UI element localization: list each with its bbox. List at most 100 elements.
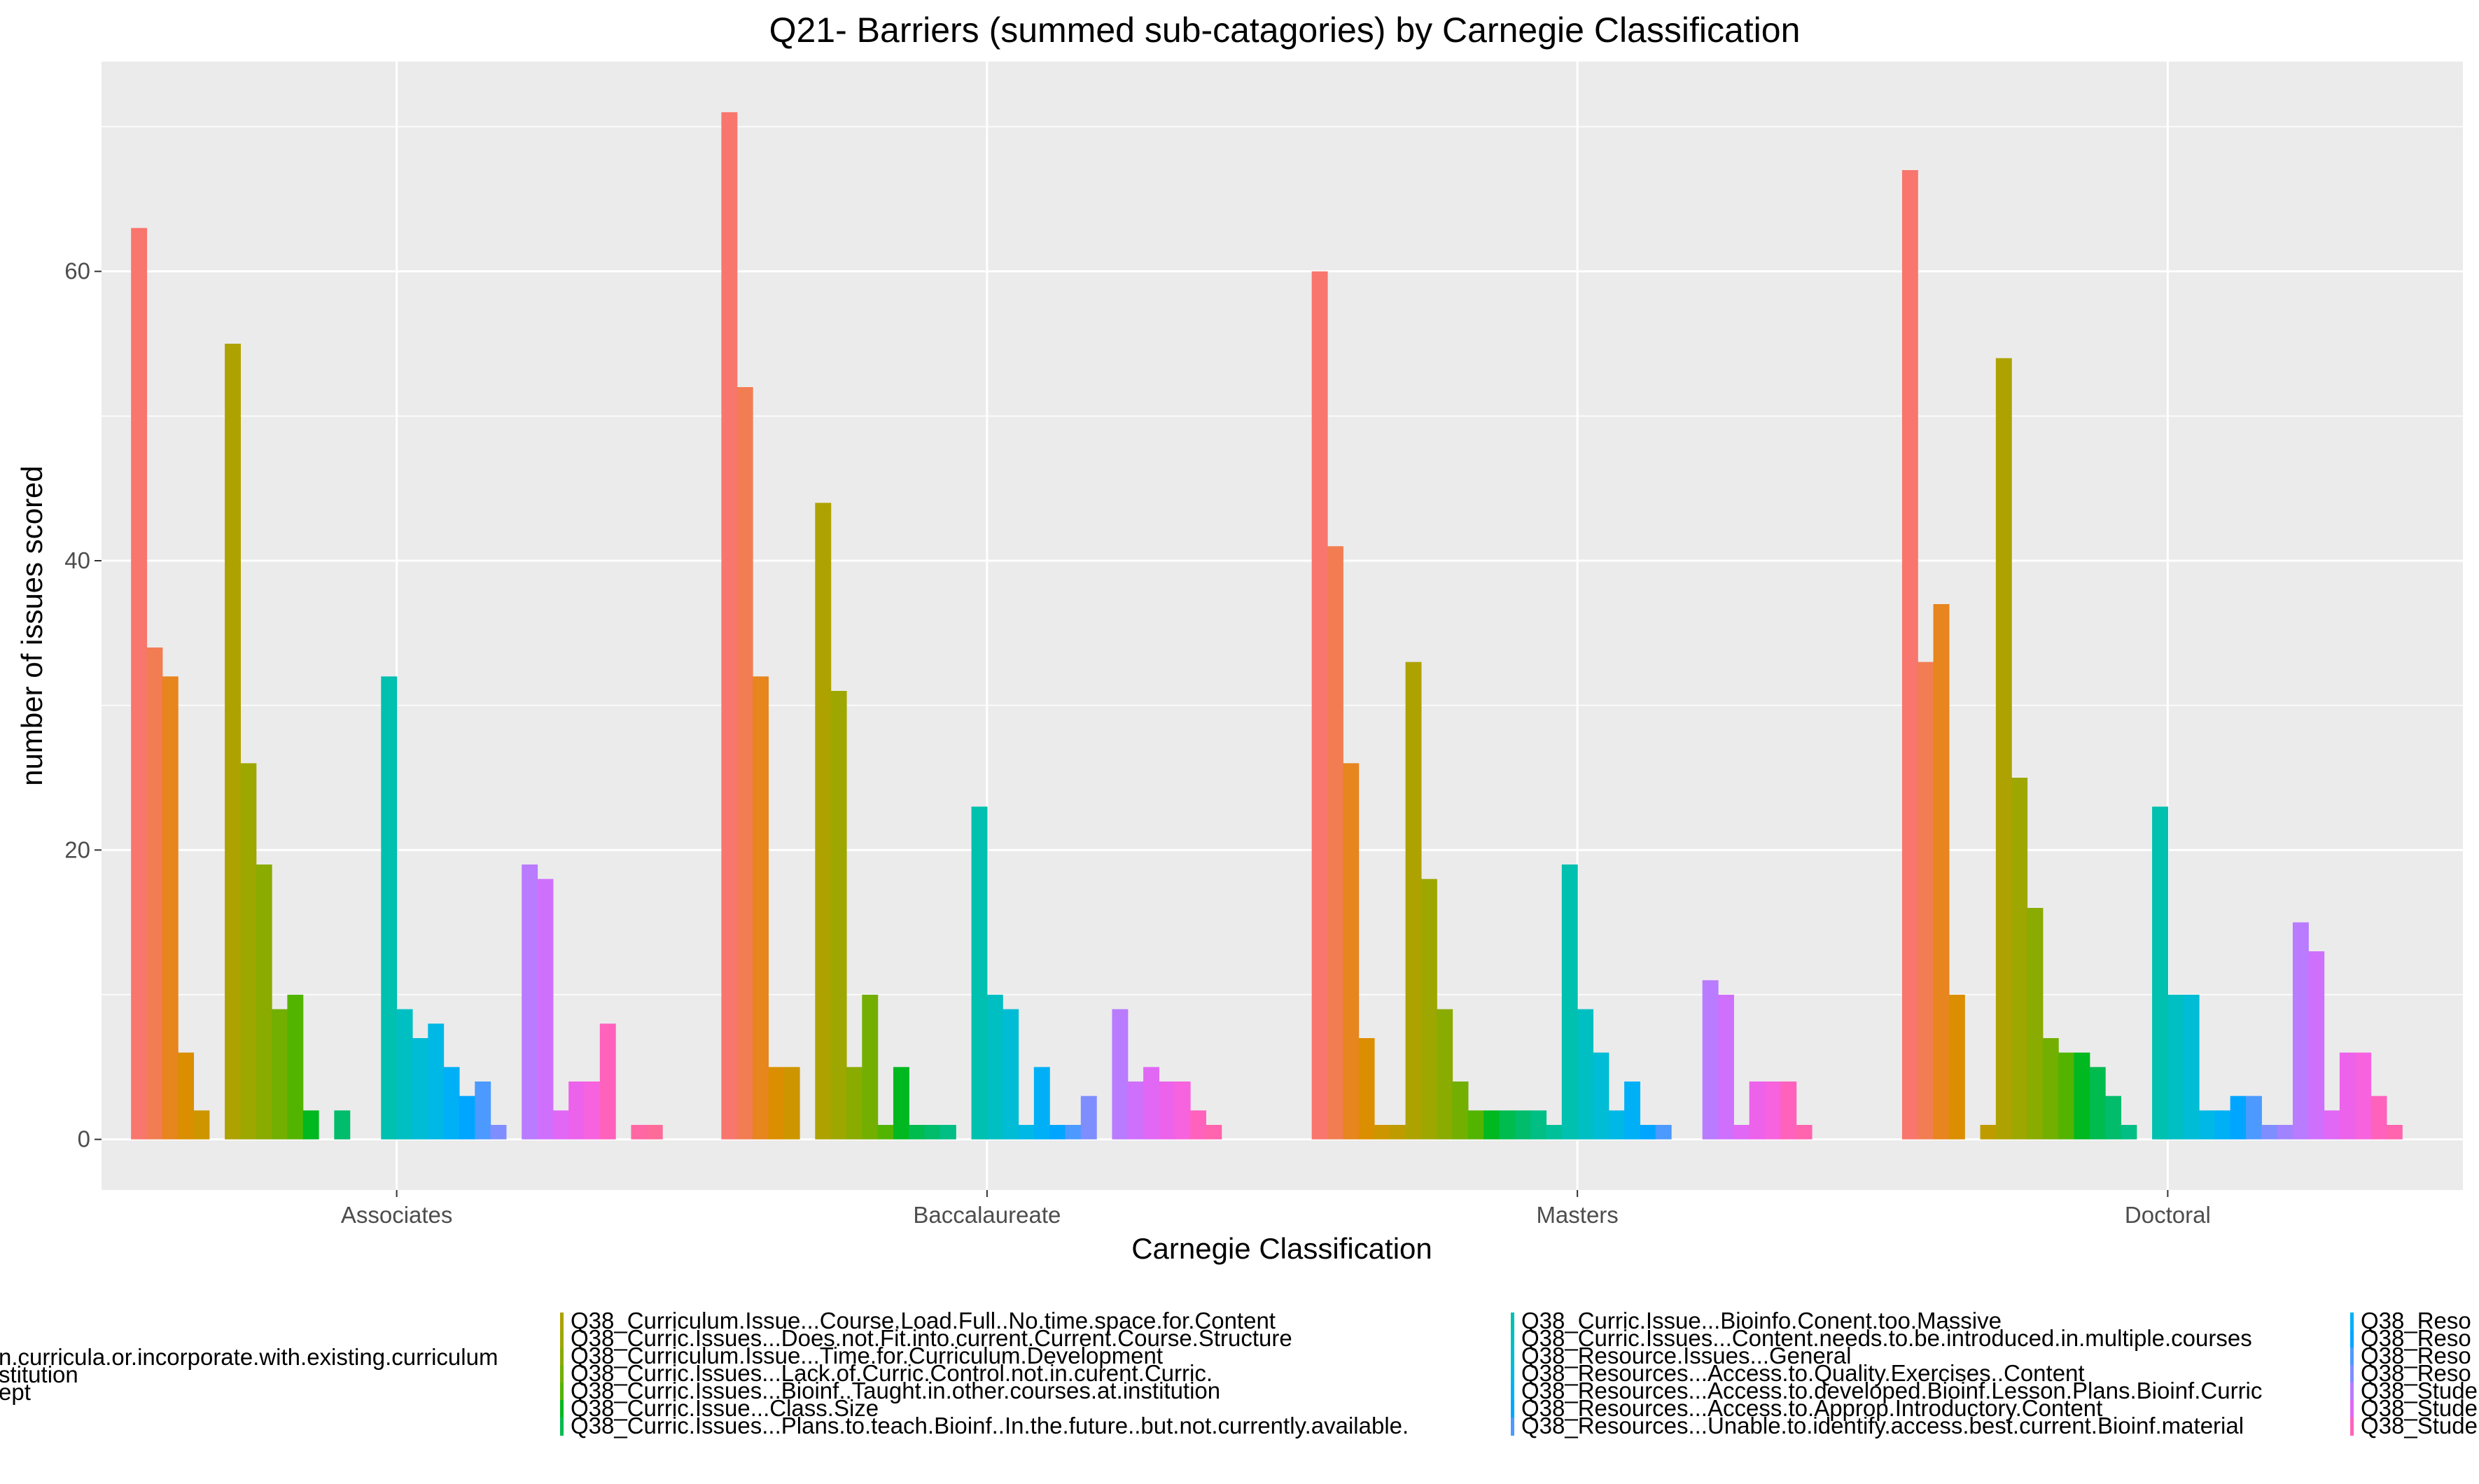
legend-key <box>560 1418 564 1436</box>
bar <box>1483 1110 1500 1140</box>
legend-key <box>560 1382 564 1401</box>
legend-label: Q38_Curric.Issue...Bioinfo.Conent.too.Ma… <box>1521 1308 2002 1334</box>
bar <box>396 1009 413 1140</box>
bar <box>2011 778 2028 1140</box>
bar <box>599 1023 616 1140</box>
bar <box>1901 170 1918 1140</box>
legend-label: ept <box>0 1379 31 1405</box>
plot-panel <box>102 62 2463 1190</box>
y-tick-label: 40 <box>64 547 90 573</box>
bar <box>783 1067 800 1140</box>
bar <box>1174 1082 1191 1140</box>
legend-label: Q38_Curriculum.Issue...Time.for.Curricul… <box>571 1343 1163 1368</box>
bar <box>1065 1125 1082 1140</box>
bar <box>302 1110 319 1140</box>
bar <box>893 1067 909 1140</box>
legend-key <box>1511 1382 1514 1401</box>
bar <box>381 676 398 1140</box>
bar <box>428 1023 445 1140</box>
bar <box>971 806 988 1140</box>
bar <box>225 344 242 1140</box>
legend-key <box>1511 1365 1514 1383</box>
legend-key <box>1511 1348 1514 1366</box>
bar <box>1190 1110 1206 1140</box>
bar <box>2261 1125 2278 1140</box>
bar <box>1608 1110 1625 1140</box>
bar <box>830 691 847 1140</box>
grid-minor <box>102 126 2463 995</box>
bar <box>1080 1096 1097 1140</box>
bar <box>1467 1110 1484 1140</box>
chart-title: Q21- Barriers (summed sub-catagories) by… <box>769 10 1801 50</box>
bar <box>2386 1125 2403 1140</box>
legend-key <box>560 1312 564 1331</box>
bar <box>1374 1125 1390 1140</box>
bar <box>412 1038 428 1140</box>
legend-key <box>2350 1382 2354 1401</box>
bar <box>940 1125 956 1140</box>
legend-label: Q38_Resources...Access.to.Approp.Introdu… <box>1521 1395 2102 1421</box>
legend-label: Q38_Curric.Issues...Lack.of.Curric.Contr… <box>571 1360 1213 1386</box>
bar <box>1343 763 1360 1140</box>
x-tick-label: Masters <box>1536 1202 1618 1228</box>
bar <box>1655 1125 1672 1140</box>
bar <box>2105 1096 2122 1140</box>
legend-label: Q38_Reso <box>2361 1325 2471 1351</box>
bar <box>2058 1052 2075 1140</box>
bar <box>522 864 538 1140</box>
bar <box>162 676 179 1140</box>
legend-key <box>2350 1418 2354 1436</box>
bar <box>334 1110 351 1140</box>
bar <box>1918 662 1934 1140</box>
bar <box>1390 1125 1406 1140</box>
legend-label: Q38_Stude <box>2361 1395 2478 1421</box>
bar <box>240 763 257 1140</box>
bar <box>584 1082 601 1140</box>
bar <box>1437 1009 1453 1140</box>
bar <box>2355 1052 2372 1140</box>
bar <box>1159 1082 1175 1140</box>
bar <box>1143 1067 1160 1140</box>
bar <box>537 878 554 1140</box>
y-tick-label: 60 <box>64 258 90 284</box>
bar <box>2152 806 2168 1140</box>
bar <box>1499 1110 1516 1140</box>
bar <box>1780 1082 1797 1140</box>
bar <box>1049 1125 1066 1140</box>
bar <box>2292 922 2309 1140</box>
bar <box>2089 1067 2106 1140</box>
legend-key <box>1511 1330 1514 1348</box>
legend-label: stitution <box>0 1362 78 1387</box>
bar <box>131 227 148 1140</box>
bar <box>2324 1110 2340 1140</box>
bar <box>1702 980 1719 1140</box>
legend-label: Q38_Curric.Issues...Bioinf..Taught.in.ot… <box>571 1378 1220 1404</box>
bar <box>909 1125 926 1140</box>
bar <box>1358 1038 1375 1140</box>
bar <box>1948 995 1965 1140</box>
bar <box>1514 1110 1531 1140</box>
bar <box>1327 546 1343 1140</box>
legend-key <box>2350 1312 2354 1331</box>
bar <box>1127 1082 1144 1140</box>
bar <box>287 995 304 1140</box>
bar <box>2183 995 2200 1140</box>
bar <box>1452 1082 1469 1140</box>
bar <box>272 1009 288 1140</box>
legend-label: Q38_Curric.Issues...Content.needs.to.be.… <box>1521 1325 2252 1351</box>
bar <box>846 1067 863 1140</box>
bar <box>924 1125 941 1140</box>
legend-label: Q38_Curric.Issues...Plans.to.teach.Bioin… <box>571 1413 1409 1438</box>
bar <box>721 112 738 1140</box>
y-axis-label: number of issues scored <box>15 465 48 786</box>
bar <box>1764 1082 1781 1140</box>
bar <box>1420 878 1437 1140</box>
legend-label: n.curricula.or.incorporate.with.existing… <box>0 1344 498 1370</box>
legend-label: Q38_Resources...Access.to.developed.Bioi… <box>1521 1378 2262 1404</box>
bar <box>2121 1125 2137 1140</box>
bar <box>1018 1125 1035 1140</box>
legend-label: Q38_Stude <box>2361 1413 2478 1438</box>
legend-label: Q38_Curriculum.Issue...Course.Load.Full.… <box>571 1308 1276 1334</box>
bar <box>2308 951 2325 1140</box>
